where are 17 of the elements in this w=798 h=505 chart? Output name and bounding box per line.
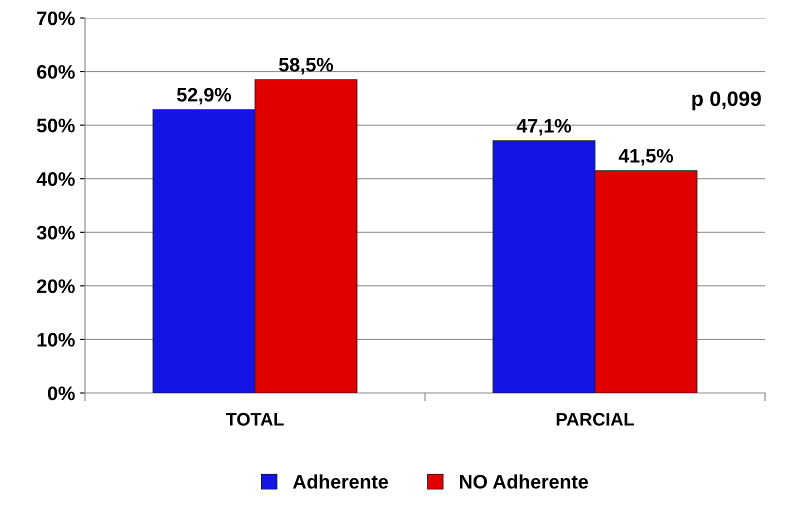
x-tick-label: TOTAL bbox=[226, 412, 284, 426]
y-tick-label: 20% bbox=[37, 279, 75, 294]
data-label: 58,5% bbox=[279, 58, 334, 74]
data-label: 47,1% bbox=[516, 118, 572, 136]
y-tick-label: 40% bbox=[36, 172, 75, 186]
annotation: p 0,099 bbox=[692, 91, 761, 110]
legend-label: NO Adherente bbox=[460, 474, 588, 489]
data-label: 41,5% bbox=[618, 148, 674, 166]
y-tick-label: 0% bbox=[48, 386, 75, 400]
y-tick-label: 10% bbox=[38, 332, 75, 347]
y-tick-label: 50% bbox=[36, 118, 75, 132]
y-tick-label: 60% bbox=[37, 65, 75, 79]
y-tick-label: 30% bbox=[36, 226, 75, 240]
data-label: 52,9% bbox=[177, 88, 232, 104]
y-tick-label: 70% bbox=[37, 11, 75, 26]
legend-label: Adherente bbox=[292, 474, 388, 489]
x-tick-label: PARCIAL bbox=[556, 412, 634, 426]
